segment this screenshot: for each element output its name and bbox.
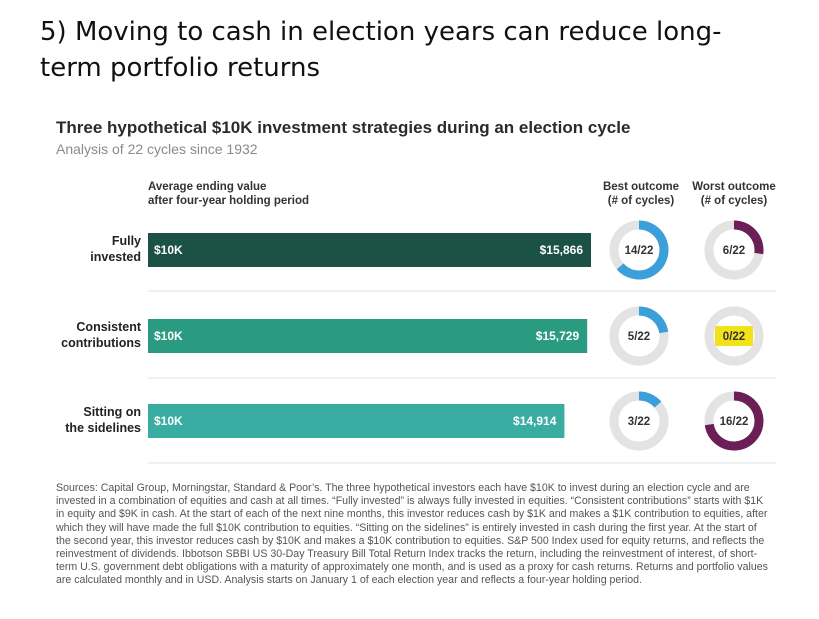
bar-value-label: $14,914 <box>513 414 557 428</box>
row-label-line: contributions <box>61 336 141 350</box>
best-outcome-header: Best outcome (# of cycles) <box>596 180 686 208</box>
bar <box>148 319 588 353</box>
worst-header-line-1: Worst outcome <box>692 181 776 193</box>
headline: 5) Moving to cash in election years can … <box>40 14 800 86</box>
bar-value-label: $15,866 <box>540 243 584 257</box>
bar-start-label: $10K <box>154 243 183 257</box>
row-label-line: invested <box>90 250 141 264</box>
worst-ring-track <box>704 306 764 366</box>
worst-ring-arc <box>704 391 764 451</box>
row-label-fully-invested: Fully invested <box>90 233 141 265</box>
best-outcome-label: 14/22 <box>625 245 654 257</box>
best-outcome-label: 5/22 <box>628 331 650 343</box>
worst-outcome-label: 16/22 <box>720 416 749 428</box>
row-label-line: Fully <box>111 234 141 248</box>
worst-ring-arc <box>733 220 764 255</box>
worst-outcome-header: Worst outcome (# of cycles) <box>688 180 780 208</box>
best-outcome-label: 3/22 <box>628 416 650 428</box>
bar <box>148 233 591 267</box>
best-header-line-2: (# of cycles) <box>607 195 675 207</box>
sources-footnote: Sources: Capital Group, Morningstar, Sta… <box>56 482 768 587</box>
best-ring-arc <box>638 306 669 334</box>
bar-value-label: $15,729 <box>536 329 580 343</box>
average-header-line-2: after four-year holding period <box>148 195 310 207</box>
best-ring-arc <box>616 220 669 280</box>
average-value-header: Average ending value after four-year hol… <box>148 180 309 208</box>
worst-outcome-label: 0/22 <box>723 331 745 343</box>
row-label-line: Sitting on <box>83 405 141 419</box>
bar <box>148 404 565 438</box>
worst-header-line-2: (# of cycles) <box>700 195 768 207</box>
bar-start-label: $10K <box>154 414 183 428</box>
worst-outcome-label: 6/22 <box>723 245 745 257</box>
best-header-line-1: Best outcome <box>602 181 680 193</box>
row-label-sitting-on-sidelines: Sitting on the sidelines <box>65 404 141 436</box>
average-header-line-1: Average ending value <box>148 181 267 193</box>
chart-title: Three hypothetical $10K investment strat… <box>56 118 631 137</box>
chart-subtitle: Analysis of 22 cycles since 1932 <box>56 141 258 157</box>
headline-line-1: 5) Moving to cash in election years can … <box>40 17 722 47</box>
row-label-line: the sidelines <box>65 421 141 435</box>
best-ring-arc <box>638 391 662 408</box>
row-label-consistent-contributions: Consistent contributions <box>61 319 141 351</box>
row-label-line: Consistent <box>76 320 141 334</box>
worst-highlight <box>715 326 753 346</box>
headline-line-2: term portfolio returns <box>40 53 321 83</box>
bar-start-label: $10K <box>154 329 183 343</box>
